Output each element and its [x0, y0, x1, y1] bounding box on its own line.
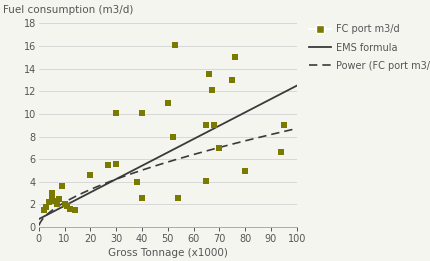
Point [105, 163, 112, 167]
Point [206, 72, 212, 76]
Point [278, 150, 285, 155]
Point [58, 184, 65, 188]
Point [113, 111, 120, 115]
Point [133, 180, 140, 184]
Point [48, 197, 55, 201]
Point [138, 111, 145, 115]
Point [229, 78, 236, 82]
Point [216, 146, 223, 150]
Point [113, 162, 120, 166]
Point [211, 123, 218, 127]
Point [53, 202, 60, 206]
Point [175, 195, 181, 200]
Point [56, 197, 63, 201]
Point [40, 208, 47, 212]
Point [51, 199, 58, 203]
Point [164, 100, 171, 105]
Point [66, 207, 73, 211]
Point [203, 179, 210, 183]
Point [61, 202, 68, 206]
Point [64, 204, 71, 208]
Point [169, 134, 176, 139]
Point [280, 123, 287, 127]
Point [71, 208, 78, 212]
Point [138, 195, 145, 200]
Point [46, 200, 52, 204]
Point [172, 43, 179, 47]
Point [203, 123, 210, 127]
Point [231, 55, 238, 60]
Legend: FC port m3/d, EMS formula, Power (FC port m3/): FC port m3/d, EMS formula, Power (FC por… [309, 24, 430, 71]
Point [242, 168, 249, 173]
Text: Fuel consumption (m3/d): Fuel consumption (m3/d) [3, 5, 133, 15]
Point [208, 88, 215, 92]
Point [87, 173, 94, 177]
Point [43, 205, 50, 209]
Point [48, 191, 55, 195]
X-axis label: Gross Tonnage (x1000): Gross Tonnage (x1000) [108, 248, 227, 258]
